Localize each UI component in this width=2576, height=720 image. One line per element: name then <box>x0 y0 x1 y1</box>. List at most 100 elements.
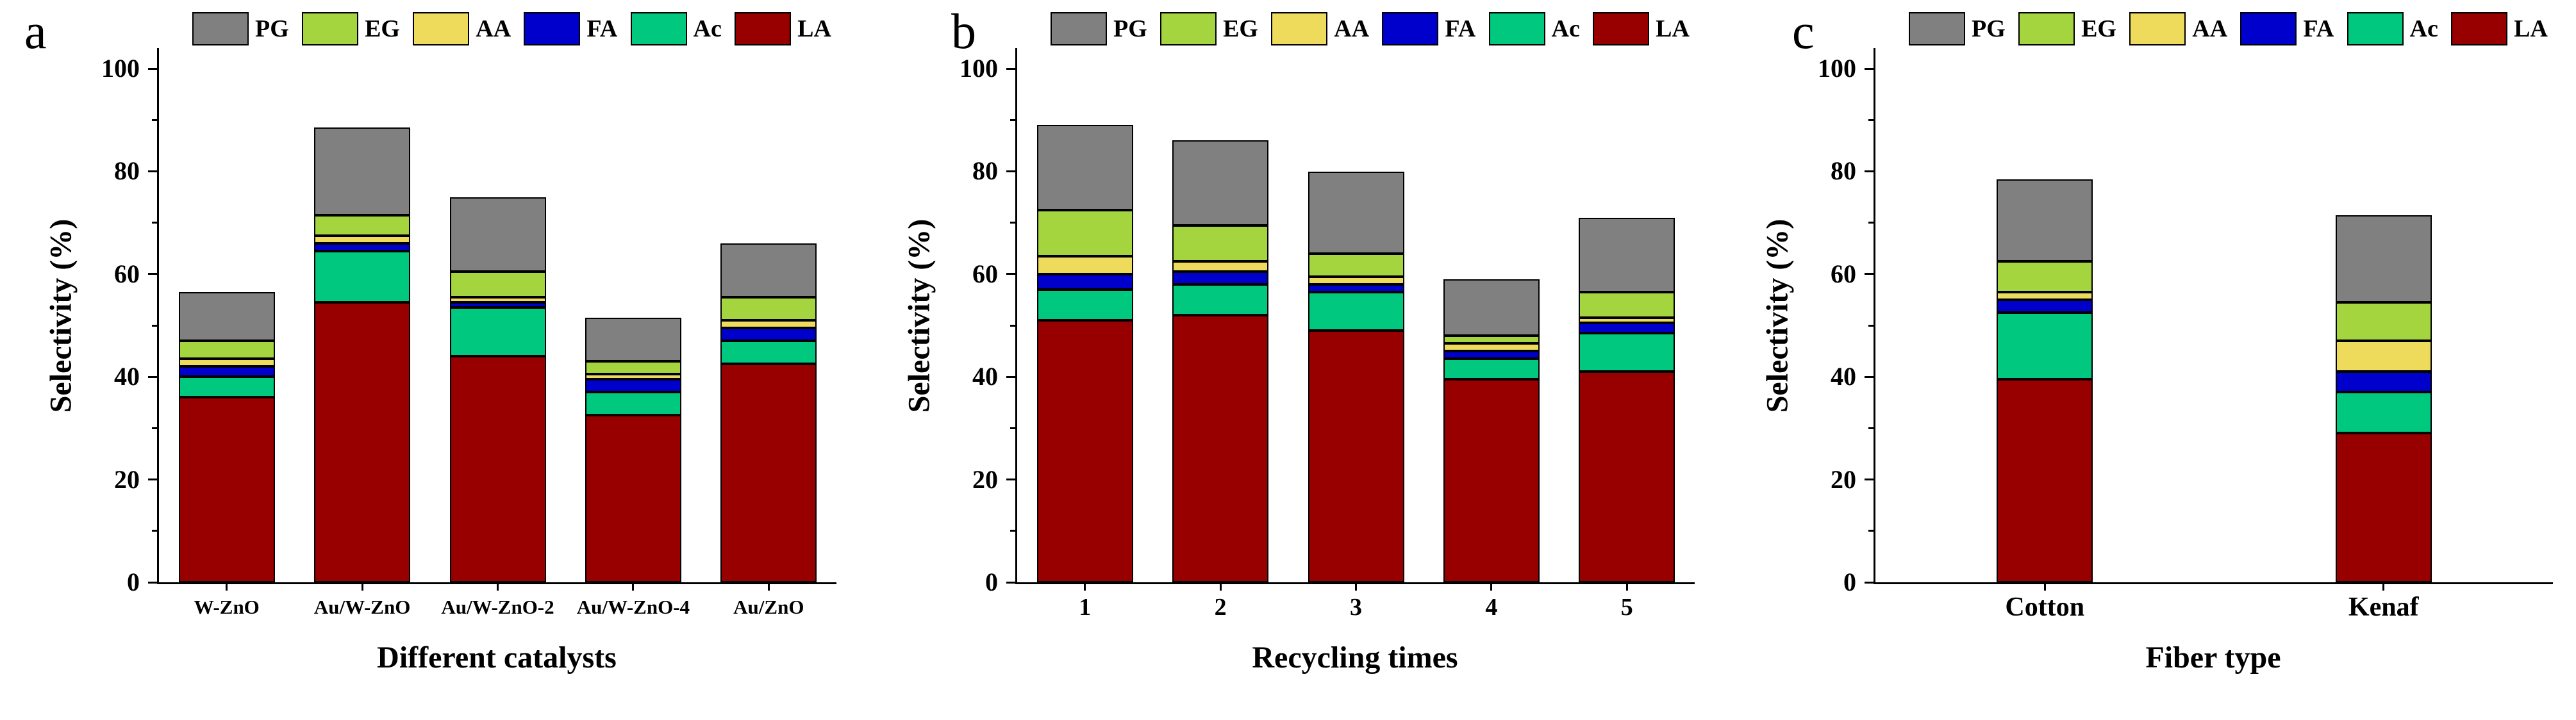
category-label: 3 <box>1350 594 1362 621</box>
bar-segment-LA <box>1579 372 1675 582</box>
bar-segment-Ac <box>1308 291 1404 331</box>
bar-segment-EG <box>1579 291 1675 318</box>
legend-item-LA: LA <box>1593 12 1690 45</box>
y-axis-major-tick <box>1006 479 1015 481</box>
bar-segment-EG <box>178 341 275 359</box>
category-label: 5 <box>1620 594 1633 621</box>
legend: PG EG AA FA Ac LA <box>192 9 831 49</box>
legend-item-FA: FA <box>2240 12 2334 45</box>
y-axis-major-tick <box>1865 479 1874 481</box>
y-axis-minor-tick <box>152 119 157 121</box>
legend-label: FA <box>1445 15 1476 42</box>
y-axis-minor-tick <box>1010 530 1015 532</box>
legend: PG EG AA FA Ac LA <box>1051 9 1690 49</box>
bar-segment-AA <box>1172 261 1269 272</box>
y-axis-minor-tick <box>1868 222 1874 224</box>
bar-segment-EG <box>720 297 817 321</box>
legend-label: LA <box>797 15 831 42</box>
legend-item-Ac: Ac <box>630 12 722 45</box>
bar-segment-FA <box>449 302 546 307</box>
x-axis-title: Fiber type <box>2145 641 2281 675</box>
legend-item-AA: AA <box>1271 12 1369 45</box>
bar-segment-LA <box>178 397 275 582</box>
chart-panel-a: a Selectivity (%) PG EG AA FA Ac LA 0 20 40 60 80… <box>0 0 858 720</box>
stacked-bar-Au/W-ZnO <box>314 127 411 582</box>
legend-label: AA <box>2192 15 2228 42</box>
legend-swatch-FA <box>524 12 581 45</box>
bar-segment-FA <box>1443 351 1540 359</box>
x-axis-tick <box>1490 582 1493 591</box>
legend-label: Ac <box>1551 15 1580 42</box>
y-axis-tick-label: 100 <box>960 54 998 83</box>
bar-segment-PG <box>314 127 411 215</box>
bar-segment-AA <box>585 374 681 380</box>
legend-swatch-FA <box>1382 12 1439 45</box>
y-axis-tick-label: 0 <box>985 568 998 596</box>
y-axis-tick-label: 40 <box>972 362 998 391</box>
bar-segment-EG <box>1172 225 1269 261</box>
bar-segment-AA <box>1579 318 1675 323</box>
x-axis-tick <box>2043 582 2046 591</box>
bar-segment-PG <box>2335 215 2432 302</box>
legend-swatch-AA <box>2129 12 2186 45</box>
bar-segment-LA <box>1036 320 1133 582</box>
bar-segment-FA <box>585 379 681 393</box>
y-axis-major-tick <box>1006 375 1015 378</box>
bar-segment-FA <box>314 243 411 251</box>
category-label: Cotton <box>2005 593 2085 622</box>
bar-segment-LA <box>585 415 681 582</box>
y-axis-major-tick <box>148 273 157 275</box>
x-axis-tick <box>1084 582 1086 591</box>
y-axis-major-tick <box>1865 581 1874 584</box>
legend-label: AA <box>476 15 511 42</box>
y-axis-minor-tick <box>1868 530 1874 532</box>
category-label: 1 <box>1079 594 1092 621</box>
legend-label: Ac <box>2409 15 2438 42</box>
bar-segment-PG <box>449 197 546 272</box>
bar-segment-FA <box>1172 271 1269 284</box>
y-axis-tick-label: 60 <box>972 259 998 288</box>
legend-item-Ac: Ac <box>2347 12 2438 45</box>
legend-swatch-EG <box>1160 12 1217 45</box>
category-label: Au/W-ZnO-4 <box>576 596 690 618</box>
bar-segment-PG <box>178 291 275 341</box>
legend-label: PG <box>1113 15 1147 42</box>
y-axis-major-tick <box>1006 273 1015 275</box>
legend-label: Ac <box>693 15 722 42</box>
legend-item-PG: PG <box>1051 12 1147 45</box>
bar-segment-LA <box>1443 379 1540 582</box>
bar-segment-Ac <box>1579 333 1675 372</box>
bar-segment-PG <box>1997 179 2093 261</box>
y-axis-minor-tick <box>1010 119 1015 121</box>
y-axis-tick-label: 20 <box>972 464 998 494</box>
bar-segment-AA <box>1443 343 1540 352</box>
x-axis-tick <box>1219 582 1222 591</box>
legend-label: EG <box>365 15 400 42</box>
legend-swatch-PG <box>1051 12 1107 45</box>
y-axis-minor-tick <box>1010 427 1015 429</box>
y-axis-major-tick <box>1865 375 1874 378</box>
y-axis-tick-label: 0 <box>127 568 140 596</box>
bar-segment-LA <box>1308 331 1404 582</box>
bar-segment-Ac <box>1443 359 1540 380</box>
stacked-bar-4 <box>1443 279 1540 582</box>
x-axis-tick <box>1355 582 1357 591</box>
category-label: 4 <box>1485 594 1498 621</box>
y-axis-tick-label: 20 <box>1831 464 1856 494</box>
legend-label: EG <box>1223 15 1258 42</box>
y-axis-tick-label: 100 <box>1818 54 1856 83</box>
legend-label: EG <box>2081 15 2116 42</box>
y-axis-tick-label: 60 <box>114 259 140 288</box>
legend-swatch-EG <box>2018 12 2075 45</box>
legend-item-LA: LA <box>735 12 831 45</box>
bar-segment-EG <box>1036 209 1133 256</box>
y-axis-minor-tick <box>152 427 157 429</box>
bar-segment-PG <box>1579 217 1675 292</box>
bar-segment-EG <box>449 271 546 297</box>
legend-label: AA <box>1334 15 1370 42</box>
y-axis-major-tick <box>1865 273 1874 275</box>
y-axis-minor-tick <box>1010 222 1015 224</box>
bar-segment-AA <box>449 297 546 302</box>
x-axis-tick <box>226 582 228 591</box>
legend-label: PG <box>1972 15 2006 42</box>
